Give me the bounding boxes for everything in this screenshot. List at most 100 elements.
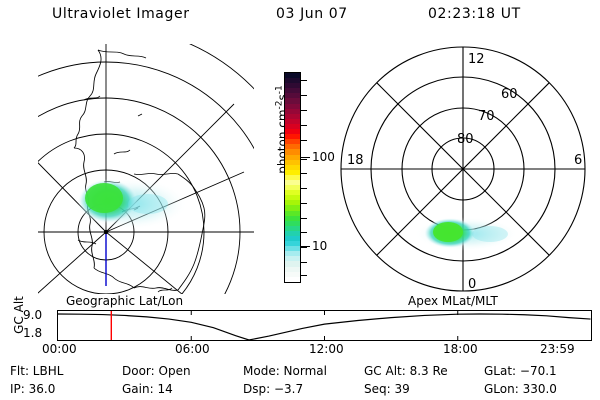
strip-chart-xticks <box>190 311 459 340</box>
colorbar-segment <box>285 73 300 79</box>
altitude-curve <box>57 313 591 341</box>
apex-polar-plot-svg: 12 18 6 0 60 70 80 <box>340 46 586 292</box>
mlat-label-70: 70 <box>478 109 495 124</box>
colorbar-tick-group: 100 10 <box>301 72 335 283</box>
apex-panel-caption: Apex MLat/MLT <box>408 294 498 308</box>
colorbar-segment <box>285 123 300 130</box>
status-gc-alt: GC Alt: 8.3 Re <box>364 364 448 378</box>
colorbar-major-tick <box>301 246 310 248</box>
colorbar-segment <box>285 230 300 236</box>
strip-chart-svg <box>57 310 592 341</box>
strip-xtick-4: 23:59 <box>540 342 575 356</box>
aurora-emission-blob-geographic <box>72 178 188 230</box>
geographic-plot-svg <box>38 44 254 294</box>
colorbar-segment <box>285 200 300 206</box>
colorbar-minor-tick <box>301 80 307 82</box>
pole-center-dot <box>103 229 109 235</box>
colorbar-minor-tick <box>301 109 307 111</box>
colorbar-segment <box>285 266 300 272</box>
status-dsp: Dsp: −3.7 <box>243 382 304 396</box>
colorbar-segment <box>285 139 300 145</box>
mlt-label-top: 12 <box>468 52 485 67</box>
colorbar-minor-tick <box>301 247 307 249</box>
colorbar-minor-tick <box>301 173 307 175</box>
mlt-label-bottom: 0 <box>468 277 476 292</box>
colorbar-segment <box>285 169 300 175</box>
colorbar-segment <box>285 159 300 165</box>
status-seq: Seq: 39 <box>364 382 410 396</box>
strip-chart-frame <box>57 310 592 341</box>
status-glon: GLon: 330.0 <box>484 382 557 396</box>
longitude-graticule <box>38 44 254 294</box>
mlat-label-80: 80 <box>457 132 474 147</box>
colorbar-segment <box>285 83 300 89</box>
colorbar-segment <box>285 149 300 155</box>
colorbar-major-tick <box>301 157 310 159</box>
colorbar-minor-tick <box>301 158 307 160</box>
mlt-spokes <box>341 47 585 291</box>
colorbar-segment <box>285 261 300 267</box>
status-footer: Flt: LBHL Door: Open Mode: Normal GC Alt… <box>0 362 600 400</box>
colorbar-segment <box>285 225 300 231</box>
page-title: Ultraviolet Imager <box>52 6 190 22</box>
orbit-altitude-strip-chart[interactable]: Geographic Lat/Lon Apex MLat/MLT GC Alt … <box>0 294 600 356</box>
colorbar-segment <box>285 78 300 84</box>
colorbar-segment <box>285 98 300 104</box>
colorbar-segment <box>285 129 300 135</box>
colorbar-minor-tick <box>301 202 307 204</box>
colorbar-tick-label: 10 <box>312 239 328 254</box>
colorbar-gradient <box>284 72 301 283</box>
latitude-graticule <box>38 44 254 294</box>
colorbar-segment <box>285 205 300 211</box>
colorbar-segment <box>285 134 300 140</box>
colorbar-minor-tick <box>301 188 307 190</box>
colorbar-segment <box>285 251 300 257</box>
colorbar-segment <box>285 185 300 191</box>
colorbar-segment <box>285 276 300 282</box>
strip-xtick-2: 12:00 <box>309 342 344 356</box>
status-gain: Gain: 14 <box>122 382 173 396</box>
colorbar-minor-tick <box>301 274 307 276</box>
colorbar-segment <box>285 271 300 277</box>
colorbar-segment <box>285 144 300 150</box>
strip-xtick-3: 18:00 <box>443 342 478 356</box>
colorbar-segment <box>285 174 300 180</box>
coastline-outline <box>73 49 206 293</box>
status-ip: IP: 36.0 <box>10 382 56 396</box>
colorbar-segment <box>285 103 300 109</box>
observation-time: 02:23:18 UT <box>428 6 521 22</box>
colorbar-segment <box>285 113 300 119</box>
colorbar-minor-tick <box>301 124 307 126</box>
colorbar-segment <box>285 118 300 124</box>
mlat-label-60: 60 <box>501 87 518 102</box>
status-filter: Flt: LBHL <box>10 364 64 378</box>
status-mode: Mode: Normal <box>243 364 327 378</box>
colorbar-segment <box>285 210 300 216</box>
colorbar-segment <box>285 164 300 170</box>
aurora-emission-blob-apex <box>414 217 518 251</box>
strip-xtick-1: 06:00 <box>175 342 210 356</box>
colorbar-minor-tick <box>301 139 307 141</box>
colorbar-segment <box>285 154 300 160</box>
geographic-image-panel[interactable] <box>38 44 254 294</box>
strip-xtick-0: 00:00 <box>42 342 77 356</box>
colorbar-tick-label: 100 <box>312 150 335 165</box>
geographic-panel-caption: Geographic Lat/Lon <box>66 294 184 308</box>
strip-chart-ytick-high: 9.0 <box>23 308 43 322</box>
status-door: Door: Open <box>122 364 191 378</box>
colorbar-segment <box>285 220 300 226</box>
mlt-label-right: 6 <box>574 153 582 168</box>
colorbar-segment <box>285 236 300 242</box>
observation-date: 03 Jun 07 <box>276 6 348 22</box>
mlt-label-left: 18 <box>347 153 364 168</box>
apex-image-panel[interactable]: 12 18 6 0 60 70 80 <box>338 44 588 294</box>
status-glat: GLat: −70.1 <box>484 364 557 378</box>
colorbar-segment <box>285 215 300 221</box>
colorbar-minor-tick <box>301 261 307 263</box>
colorbar-segment <box>285 246 300 252</box>
colorbar-minor-tick <box>301 217 307 219</box>
colorbar-minor-tick <box>301 232 307 234</box>
colorbar-segment <box>285 88 300 94</box>
colorbar-segment <box>285 241 300 247</box>
header-bar: Ultraviolet Imager 03 Jun 07 02:23:18 UT <box>0 0 600 32</box>
